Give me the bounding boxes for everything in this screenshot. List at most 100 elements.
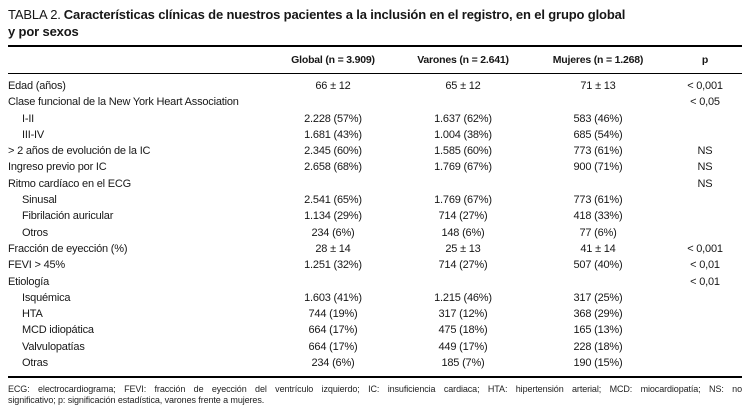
table-header-row: Global (n = 3.909) Varones (n = 2.641) M…: [8, 47, 742, 73]
cell-varones: 1.215 (46%): [434, 291, 492, 304]
cell-mujeres: 583 (46%): [573, 112, 623, 125]
cell-mujeres: 190 (15%): [573, 357, 623, 370]
cell-mujeres: [528, 274, 668, 290]
table-row: Fibrilación auricular 1.134 (29%) 714 (27%…: [8, 208, 742, 224]
footnote-line2: significativo; p: significación estadíst…: [8, 395, 265, 406]
cell-mujeres: 77 (6%): [579, 226, 617, 239]
cell-varones: [398, 274, 528, 290]
table-title: TABLA 2. Características clínicas de nues…: [8, 7, 742, 40]
cell-global: 28 ± 14: [315, 242, 351, 255]
cell-global: 234 (6%): [311, 226, 355, 239]
cell-mujeres: 685 (54%): [573, 128, 623, 141]
table-row: I-II 2.228 (57%) 1.637 (62%) 583 (46%): [8, 111, 742, 127]
cell-varones: 714 (27%): [438, 210, 488, 223]
cell-p: [668, 127, 742, 143]
table-row: Sinusal 2.541 (65%) 1.769 (67%) 773 (61%): [8, 192, 742, 208]
cell-mujeres: [528, 176, 668, 192]
cell-varones: 475 (18%): [438, 324, 488, 337]
row-label: MCD idiopática: [22, 324, 94, 337]
cell-p: NS: [697, 177, 713, 190]
cell-mujeres: 41 ± 14: [580, 242, 616, 255]
cell-p: < 0,01: [690, 275, 720, 288]
cell-varones: 1.585 (60%): [434, 145, 492, 158]
table-row: FEVI > 45% 1.251 (32%) 714 (27%) 507 (40%) <…: [8, 257, 742, 273]
cell-p: [668, 111, 742, 127]
cell-mujeres: 165 (13%): [573, 324, 623, 337]
table-row: Clase funcional de la New York Heart Ass…: [8, 94, 742, 110]
cell-varones: 25 ± 13: [445, 242, 481, 255]
top-rule: [8, 45, 742, 47]
row-label: Ingreso previo por IC: [8, 161, 107, 174]
cell-mujeres: 773 (61%): [573, 145, 623, 158]
table-row: MCD idiopática 664 (17%) 475 (18%) 165 (13%…: [8, 322, 742, 338]
table-row: HTA 744 (19%) 317 (12%) 368 (29%): [8, 306, 742, 322]
cell-varones: 1.637 (62%): [434, 112, 492, 125]
cell-mujeres: 418 (33%): [573, 210, 623, 223]
row-label: III-IV: [22, 128, 45, 141]
cell-varones: 1.769 (67%): [434, 161, 492, 174]
cell-global: [268, 176, 398, 192]
table-row: Edad (años) 66 ± 12 65 ± 12 71 ± 13 < 0,001: [8, 78, 742, 94]
cell-global: 664 (17%): [308, 340, 358, 353]
cell-global: [268, 94, 398, 110]
row-label: Clase funcional de la New York Heart Ass…: [8, 96, 239, 109]
cell-varones: 317 (12%): [438, 308, 488, 321]
cell-varones: [398, 176, 528, 192]
row-label: Valvulopatías: [22, 340, 85, 353]
cell-p: [668, 225, 742, 241]
cell-p: [668, 208, 742, 224]
table-row: Otras 234 (6%) 185 (7%) 190 (15%): [8, 355, 742, 371]
cell-mujeres: 900 (71%): [573, 161, 623, 174]
cell-global: 2.541 (65%): [304, 194, 362, 207]
header-global: Global (n = 3.909): [291, 54, 375, 66]
row-label: HTA: [22, 308, 43, 321]
cell-global: 1.134 (29%): [304, 210, 362, 223]
cell-p: < 0,001: [687, 80, 723, 92]
table-title-line1: Características clínicas de nuestros pac…: [63, 7, 626, 22]
table-row: Isquémica 1.603 (41%) 1.215 (46%) 317 (25%): [8, 290, 742, 306]
cell-varones: 65 ± 12: [445, 80, 481, 92]
cell-varones: 1.004 (38%): [434, 128, 492, 141]
row-label: Otros: [22, 226, 48, 239]
cell-global: 2.658 (68%): [304, 161, 362, 174]
cell-global: 664 (17%): [308, 324, 358, 337]
cell-p: [668, 355, 742, 371]
cell-p: [668, 192, 742, 208]
row-label: Fracción de eyección (%): [8, 242, 128, 255]
cell-p: < 0,05: [690, 96, 720, 109]
row-label: Otras: [22, 357, 48, 370]
paper-table-page: TABLA 2. Características clínicas de nues…: [8, 7, 742, 406]
row-label: Etiología: [8, 275, 50, 288]
cell-global: 1.681 (43%): [304, 128, 362, 141]
cell-mujeres: 71 ± 13: [580, 80, 616, 92]
table-footnote: ECG: electrocardiograma; FEVI: fracción …: [8, 384, 742, 406]
table-row: Otros 234 (6%) 148 (6%) 77 (6%): [8, 225, 742, 241]
cell-p: NS: [697, 145, 713, 158]
cell-p: [668, 339, 742, 355]
cell-varones: 148 (6%): [441, 226, 485, 239]
cell-varones: 1.769 (67%): [434, 194, 492, 207]
header-p: p: [701, 54, 709, 66]
cell-mujeres: 368 (29%): [573, 308, 623, 321]
cell-p: [668, 290, 742, 306]
cell-p: [668, 306, 742, 322]
cell-varones: [398, 94, 528, 110]
table-number: TABLA 2.: [8, 7, 61, 22]
cell-mujeres: 773 (61%): [573, 194, 623, 207]
cell-global: 744 (19%): [308, 308, 358, 321]
cell-mujeres: [528, 94, 668, 110]
footnote-line1: ECG: electrocardiograma; FEVI: fracción …: [8, 384, 742, 395]
table-body: Edad (años) 66 ± 12 65 ± 12 71 ± 13 < 0,001 C…: [8, 74, 742, 376]
row-label: FEVI > 45%: [8, 259, 66, 272]
cell-global: 234 (6%): [311, 357, 355, 370]
cell-global: 1.251 (32%): [304, 259, 362, 272]
cell-p: < 0,01: [690, 259, 720, 272]
row-label: Ritmo cardíaco en el ECG: [8, 177, 131, 190]
table-row: Ritmo cardíaco en el ECG NS: [8, 176, 742, 192]
cell-varones: 449 (17%): [438, 340, 488, 353]
cell-global: [268, 274, 398, 290]
row-label: Isquémica: [22, 291, 71, 304]
cell-global: 1.603 (41%): [304, 291, 362, 304]
row-label: > 2 años de evolución de la IC: [8, 145, 151, 158]
header-rule: [8, 73, 742, 74]
